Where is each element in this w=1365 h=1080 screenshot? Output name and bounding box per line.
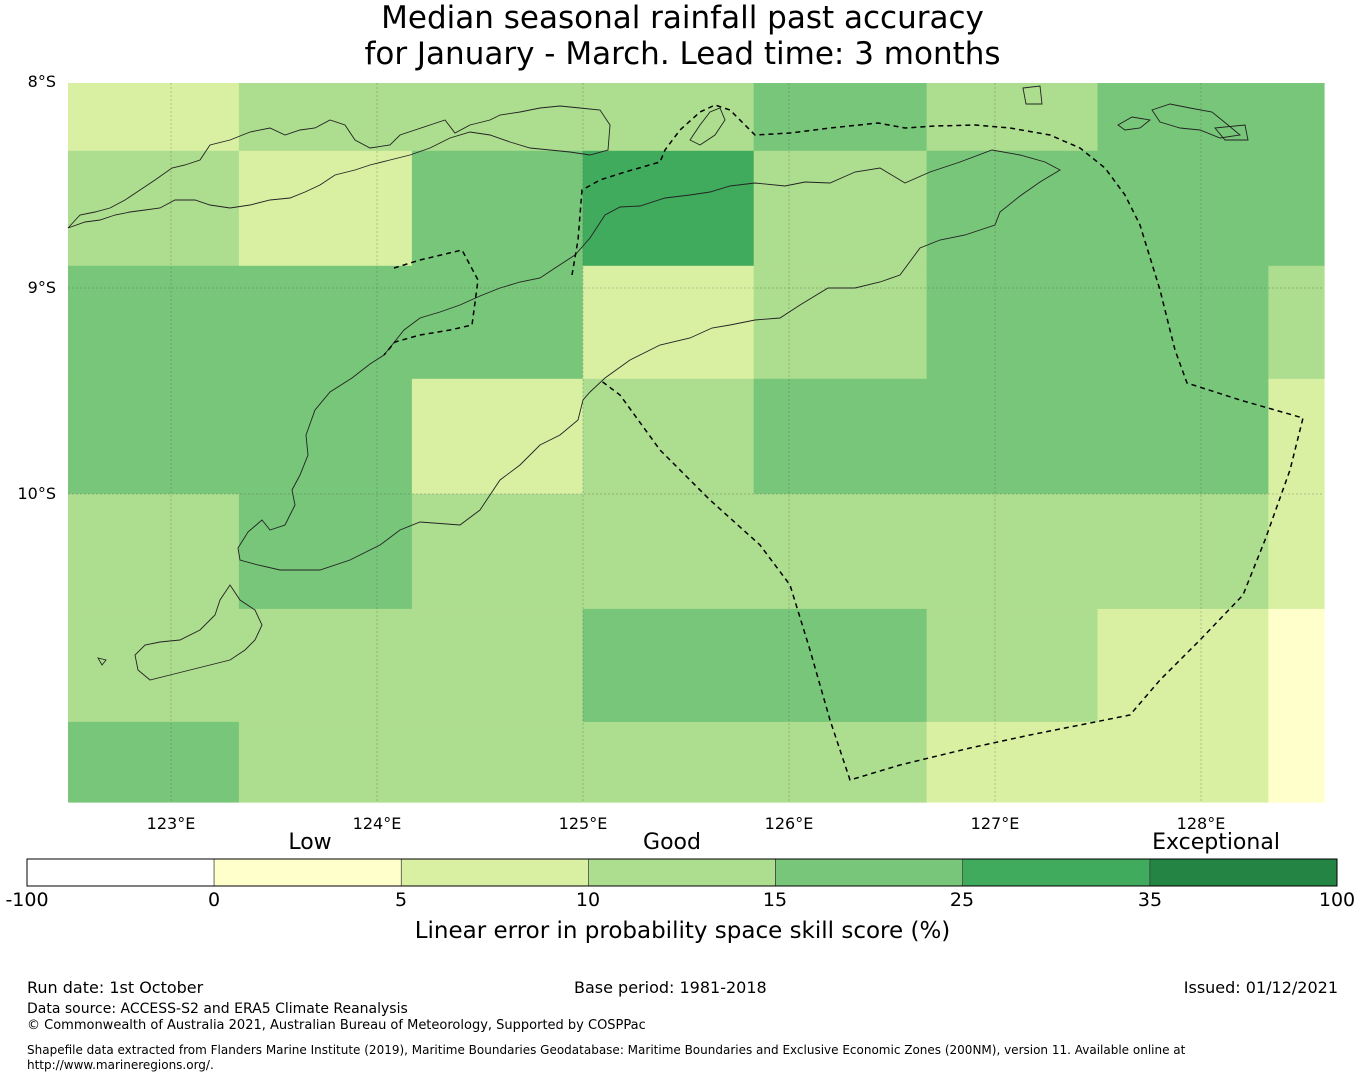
flores-coastline <box>67 105 611 229</box>
cbar-tick-25: 25 <box>949 889 975 911</box>
grid-cell <box>926 608 1099 723</box>
colorbar-frame <box>26 858 1338 887</box>
lon-label-125e: 125°E <box>558 814 608 833</box>
grid-cell <box>582 378 755 495</box>
grid-cell <box>753 150 928 267</box>
grid-cell <box>68 721 240 803</box>
grid-cell <box>926 721 1269 803</box>
grid-cell <box>68 493 240 610</box>
sawu-coastline <box>97 657 107 666</box>
skill-grid <box>68 83 1325 803</box>
grid-cell <box>582 608 928 723</box>
lon-label-126e: 126°E <box>764 814 814 833</box>
issued-date: Issued: 01/12/2021 <box>1183 978 1338 997</box>
colorbar-segment <box>588 858 776 887</box>
category-good: Good <box>643 830 701 855</box>
grid-cell <box>411 150 584 267</box>
grid-cell <box>1268 378 1325 495</box>
eez-boundaries <box>383 104 1304 781</box>
colorbar-segment <box>962 858 1151 887</box>
base-period: Base period: 1981-2018 <box>574 978 767 997</box>
grid-cell <box>582 150 755 267</box>
map-title-line1: Median seasonal rainfall past accuracy <box>381 0 984 36</box>
rote-coastline <box>134 584 263 681</box>
grid-cell <box>926 83 1099 152</box>
grid-cell <box>1268 608 1325 723</box>
map-title-line2: for January - March. Lead time: 3 months <box>364 36 1001 72</box>
grid-cell <box>411 378 584 495</box>
grid-cell <box>582 265 755 380</box>
cbar-tick-minus100: -100 <box>5 889 49 911</box>
shapefile-credit-line2: http://www.marineregions.org/. <box>27 1058 214 1072</box>
grid-cell <box>238 150 413 267</box>
grid-cell <box>753 265 928 380</box>
colorbar-label: Linear error in probability space skill … <box>414 918 951 944</box>
cbar-tick-0: 0 <box>207 889 221 911</box>
sermata-coastline <box>1214 124 1249 141</box>
copyright: © Commonwealth of Australia 2021, Austra… <box>27 1018 646 1033</box>
oecusse-boundary <box>383 249 479 356</box>
colorbar-segment <box>213 858 402 887</box>
colorbar-segment <box>775 858 963 887</box>
colorbar-segment <box>400 858 589 887</box>
grid-cell <box>411 493 1270 610</box>
cbar-tick-10: 10 <box>575 889 601 911</box>
run-date: Run date: 1st October <box>27 978 204 997</box>
grid-cell <box>582 83 755 152</box>
lat-label-10s: 10°S <box>17 484 56 503</box>
grid-cell <box>68 608 584 723</box>
cbar-tick-5: 5 <box>394 889 408 911</box>
data-source: Data source: ACCESS-S2 and ERA5 Climate … <box>27 1001 408 1017</box>
cbar-tick-15: 15 <box>762 889 788 911</box>
grid-cell <box>238 493 413 610</box>
coastlines <box>67 85 1249 681</box>
shapefile-credit-line1: Shapefile data extracted from Flanders M… <box>27 1043 1186 1057</box>
wetar-coastline <box>1117 116 1152 131</box>
grid-cell <box>1097 608 1269 723</box>
lon-label-123e: 123°E <box>146 814 196 833</box>
grid-cell <box>753 83 928 152</box>
graticule <box>68 83 1324 802</box>
small-island-1 <box>1022 85 1043 105</box>
grid-cell <box>238 83 584 152</box>
timor-coastline <box>237 149 1061 571</box>
grid-cell <box>1268 493 1325 610</box>
lon-label-128e: 128°E <box>1176 814 1226 833</box>
lon-label-124e: 124°E <box>352 814 402 833</box>
grid-cell <box>68 83 240 152</box>
colorbar <box>26 858 1338 887</box>
lat-label-8s: 8°S <box>27 72 56 91</box>
category-low: Low <box>288 830 332 855</box>
cbar-tick-35: 35 <box>1137 889 1163 911</box>
grid-cell <box>926 150 1325 267</box>
colorbar-segment <box>26 858 215 887</box>
grid-cell <box>238 721 928 803</box>
grid-cell <box>1268 721 1325 803</box>
babar-coastline <box>1151 103 1242 139</box>
alor-coastline <box>689 107 726 146</box>
lat-label-9s: 9°S <box>27 278 56 297</box>
grid-cell <box>926 265 1269 380</box>
lon-label-127e: 127°E <box>970 814 1020 833</box>
category-exceptional: Exceptional <box>1152 830 1280 855</box>
timor-leste-eez-boundary <box>571 104 1304 781</box>
grid-cell <box>68 378 413 495</box>
colorbar-segment <box>1149 858 1338 887</box>
grid-cell <box>1268 265 1325 380</box>
grid-cell <box>68 265 584 380</box>
grid-cell <box>753 378 1270 495</box>
cbar-tick-100: 100 <box>1318 889 1356 911</box>
